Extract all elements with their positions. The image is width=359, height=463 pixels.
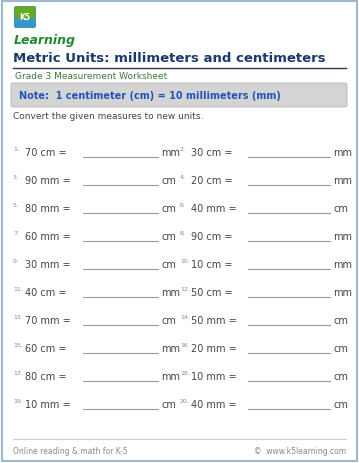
Text: K5: K5 [19,13,31,22]
Text: 60 cm =: 60 cm = [25,343,66,353]
Text: Note:  1 centimeter (cm) = 10 millimeters (mm): Note: 1 centimeter (cm) = 10 millimeters… [19,91,281,101]
Text: 30 mm =: 30 mm = [25,259,71,269]
Text: 2.: 2. [180,147,186,152]
Text: mm: mm [161,148,180,158]
Text: 40 cm =: 40 cm = [25,288,66,297]
Text: mm: mm [333,288,352,297]
Text: 40 mm =: 40 mm = [191,399,237,409]
Text: 13.: 13. [13,315,23,320]
Text: Grade 3 Measurement Worksheet: Grade 3 Measurement Worksheet [15,72,167,81]
Text: cm: cm [161,315,176,325]
Text: 10 mm =: 10 mm = [191,371,237,381]
Text: mm: mm [161,343,180,353]
Text: 15.: 15. [13,343,23,348]
Text: 14.: 14. [180,315,190,320]
Text: 10.: 10. [180,259,190,264]
Text: 60 mm =: 60 mm = [25,232,71,242]
Text: mm: mm [333,148,352,158]
Text: 30 cm =: 30 cm = [191,148,233,158]
Text: 50 mm =: 50 mm = [191,315,237,325]
Text: cm: cm [161,204,176,213]
Text: mm: mm [333,232,352,242]
Text: cm: cm [333,204,348,213]
Text: 40 mm =: 40 mm = [191,204,237,213]
Text: 20.: 20. [180,399,190,404]
Text: Learning: Learning [14,34,76,47]
FancyBboxPatch shape [11,84,347,108]
Text: 19.: 19. [13,399,23,404]
Text: 7.: 7. [13,231,19,236]
Text: 80 cm =: 80 cm = [25,371,66,381]
Text: 5.: 5. [13,203,19,208]
FancyBboxPatch shape [14,7,36,19]
Text: Convert the given measures to new units.: Convert the given measures to new units. [13,112,204,121]
Text: mm: mm [333,175,352,186]
Text: 1.: 1. [13,147,19,152]
Text: 70 cm =: 70 cm = [25,148,67,158]
Text: mm: mm [161,371,180,381]
Text: cm: cm [161,259,176,269]
Text: 70 mm =: 70 mm = [25,315,71,325]
Text: mm: mm [333,259,352,269]
Text: 20 mm =: 20 mm = [191,343,237,353]
Text: 9.: 9. [13,259,19,264]
Text: 20 cm =: 20 cm = [191,175,233,186]
Text: 50 cm =: 50 cm = [191,288,233,297]
Text: 11.: 11. [13,287,23,292]
Text: 18.: 18. [180,371,190,375]
Text: 8.: 8. [180,231,186,236]
Text: 3.: 3. [13,175,19,180]
FancyBboxPatch shape [14,7,36,28]
Text: 90 mm =: 90 mm = [25,175,71,186]
Text: 4.: 4. [180,175,186,180]
Text: cm: cm [161,232,176,242]
Text: 16.: 16. [180,343,190,348]
Text: 6.: 6. [180,203,186,208]
Text: cm: cm [161,175,176,186]
Text: 80 mm =: 80 mm = [25,204,71,213]
Text: mm: mm [161,288,180,297]
Text: cm: cm [333,315,348,325]
Text: 17.: 17. [13,371,23,375]
Text: 10 mm =: 10 mm = [25,399,71,409]
Text: ©  www.k5learning.com: © www.k5learning.com [254,446,346,455]
Text: 90 cm =: 90 cm = [191,232,233,242]
Text: Online reading & math for K-5: Online reading & math for K-5 [13,446,128,455]
Text: 12.: 12. [180,287,190,292]
Text: Metric Units: millimeters and centimeters: Metric Units: millimeters and centimeter… [13,52,326,65]
Text: cm: cm [333,343,348,353]
Text: cm: cm [333,399,348,409]
Text: cm: cm [161,399,176,409]
Text: 10 cm =: 10 cm = [191,259,233,269]
Text: cm: cm [333,371,348,381]
